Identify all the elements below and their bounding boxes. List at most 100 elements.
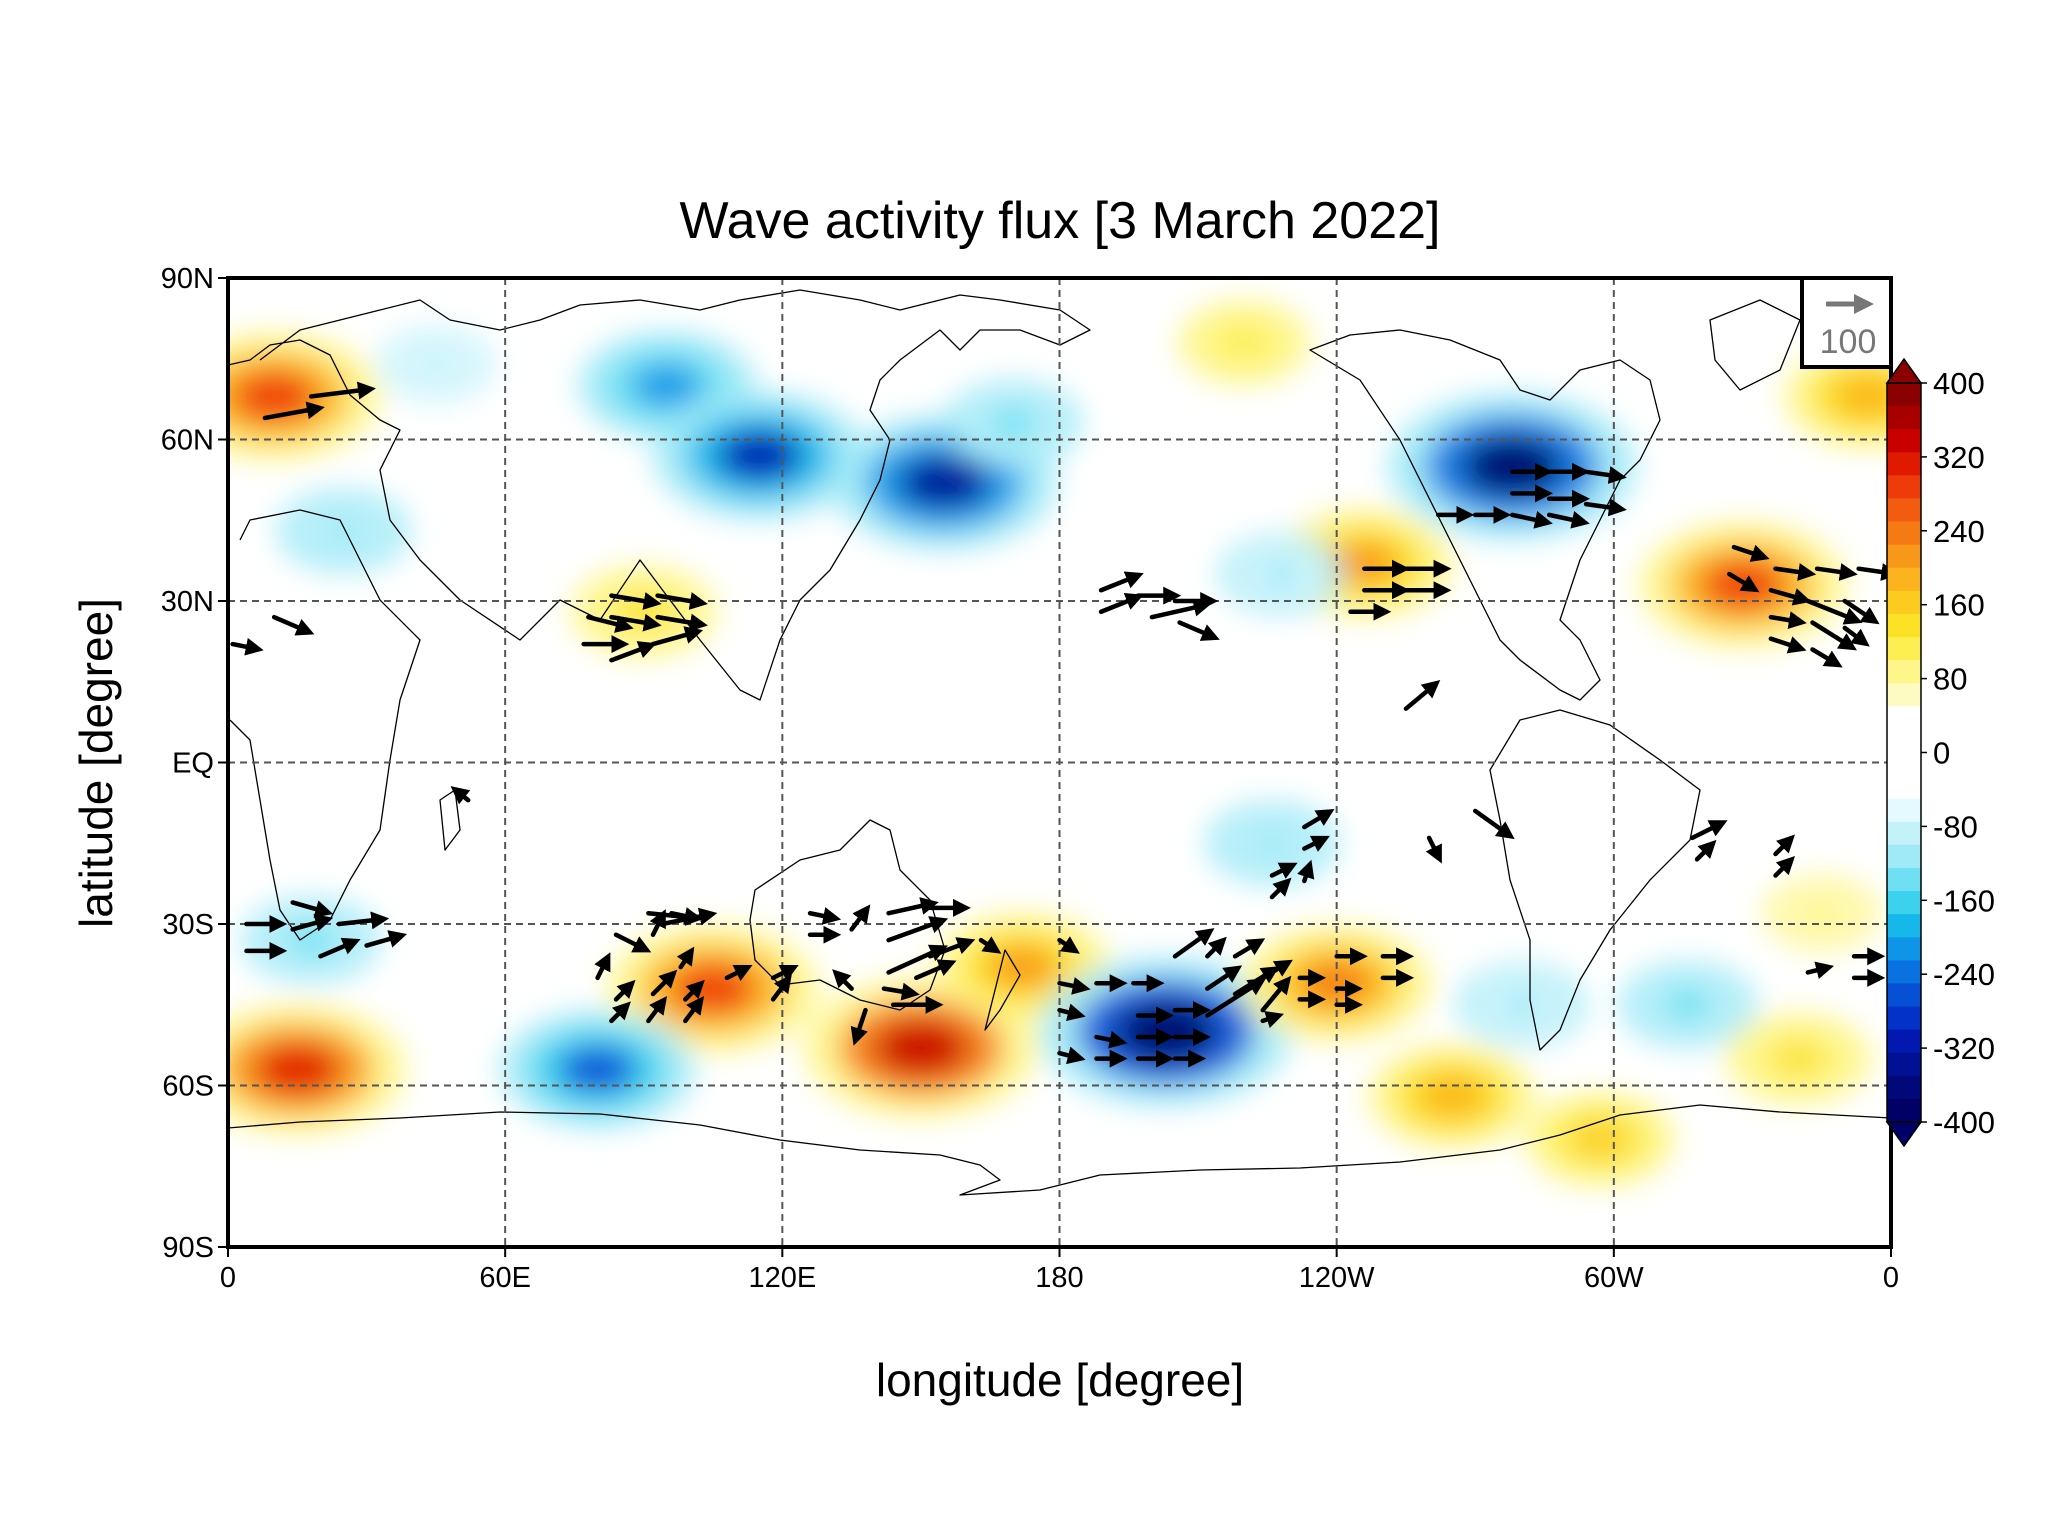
anomaly-blob — [1219, 534, 1344, 615]
flux-vector — [1098, 571, 1144, 593]
colorbar-segment — [1887, 383, 1921, 407]
flux-vector — [1773, 563, 1817, 581]
flux-vector — [832, 969, 854, 991]
flux-vector — [609, 613, 662, 632]
colorbar-segment — [1887, 821, 1921, 846]
flux-vector — [1805, 961, 1835, 980]
colorbar-segment — [1887, 983, 1921, 1008]
flux-vector — [1773, 834, 1796, 857]
x-axis-title: longitude [degree] — [876, 1354, 1244, 1406]
flux-vector — [1842, 625, 1870, 647]
x-tick-label: 180 — [1035, 1262, 1083, 1294]
flux-vector — [1727, 571, 1760, 593]
flux-vector — [1205, 978, 1267, 1018]
x-tick-label: 120W — [1299, 1262, 1375, 1294]
flux-vector — [1842, 598, 1880, 625]
coastline-antarctica — [228, 1104, 1891, 1196]
flux-vector — [290, 914, 334, 932]
flux-vector — [1172, 928, 1215, 959]
flux-vector — [1814, 563, 1858, 581]
flux-vector — [290, 900, 334, 918]
colorbar-segment — [1887, 937, 1921, 961]
colorbar-segment — [1887, 660, 1921, 684]
y-tick-label: 90S — [162, 1232, 214, 1264]
flux-vector — [1098, 593, 1144, 615]
colorbar-label: 400 — [1933, 366, 1985, 401]
flux-vector — [1205, 965, 1243, 991]
anomaly-blob — [1619, 961, 1757, 1049]
coastline-new-zealand — [984, 949, 1021, 1031]
flux-vector — [1690, 820, 1728, 841]
colorbar-segment — [1887, 521, 1921, 546]
flux-vector — [1302, 808, 1335, 830]
flux-vector — [1260, 959, 1293, 981]
anomaly-blob — [378, 326, 494, 402]
flux-vector — [1297, 859, 1315, 884]
flux-vector — [1057, 1003, 1086, 1022]
colorbar-label: -80 — [1933, 809, 1978, 844]
flux-vector — [881, 982, 920, 1001]
coastline-greenland — [1709, 299, 1801, 391]
x-tick-label: 60W — [1584, 1262, 1644, 1294]
flux-vector — [655, 613, 708, 632]
colorbar-segment — [1887, 1098, 1921, 1123]
flux-vector — [364, 930, 408, 948]
flux-vector — [609, 641, 657, 663]
colorbar-segment — [1887, 1052, 1921, 1077]
flux-vector — [1149, 598, 1212, 620]
colorbar-segment — [1887, 914, 1921, 938]
coastline-africa — [229, 509, 421, 941]
coastline-north-america — [1309, 329, 1661, 701]
flux-vector — [886, 916, 949, 943]
flux-vector — [1057, 1046, 1086, 1065]
anomaly-blob — [277, 488, 410, 574]
flux-vector — [1057, 977, 1091, 995]
flux-vector — [230, 637, 264, 656]
y-axis-title: latitude [degree] — [70, 598, 122, 928]
flux-vector — [1773, 856, 1796, 878]
flux-vector — [1583, 466, 1627, 484]
colorbar-segment — [1887, 498, 1921, 523]
colorbar-segment — [1887, 960, 1921, 985]
flux-vector — [1768, 611, 1807, 630]
y-tick-label: 30N — [161, 586, 214, 618]
coastline-south-america — [1489, 709, 1701, 1051]
colorbar-segment — [1887, 475, 1921, 500]
flux-vector — [1546, 511, 1590, 529]
colorbar-segment — [1887, 775, 1921, 800]
colorbar-label: 160 — [1933, 588, 1985, 623]
flux-vector — [849, 904, 871, 932]
flux-vectors — [230, 381, 1891, 1068]
flux-vector — [1260, 1010, 1284, 1029]
colorbar-label: -240 — [1933, 957, 1995, 992]
coastline-eurasia — [228, 289, 1091, 701]
colorbar-segment — [1887, 683, 1921, 707]
x-tick-label: 120E — [748, 1262, 816, 1294]
y-tick-label: EQ — [172, 748, 214, 780]
y-axis-ticks: 90N 60N 30N EQ 30S 60S 90S — [161, 263, 228, 1264]
flux-vector — [613, 932, 652, 953]
coastline-madagascar — [439, 789, 461, 851]
flux-vector — [271, 614, 315, 636]
colorbar-segment — [1887, 798, 1921, 823]
flux-vector — [1731, 544, 1770, 562]
flux-vector — [308, 381, 376, 400]
flux-vector — [1805, 598, 1863, 625]
map-panel: 100 — [226, 276, 1893, 1249]
flux-vector — [646, 995, 668, 1024]
colorbar-segment — [1887, 891, 1921, 915]
flux-vector — [613, 979, 636, 1002]
anomaly-blob — [1783, 344, 1891, 449]
colorbar-segment — [1887, 637, 1921, 661]
flux-vector — [669, 907, 703, 925]
colorbar-label: 240 — [1933, 514, 1985, 549]
anomaly-blob — [1725, 1012, 1872, 1105]
x-tick-label: 0 — [1883, 1262, 1899, 1294]
colorbar-segment — [1887, 706, 1921, 731]
colorbar-label: -320 — [1933, 1031, 1995, 1066]
flux-vector — [1583, 498, 1627, 517]
flux-vector — [655, 592, 708, 610]
anomaly-blob — [1388, 392, 1636, 541]
y-tick-label: 60N — [161, 425, 214, 457]
